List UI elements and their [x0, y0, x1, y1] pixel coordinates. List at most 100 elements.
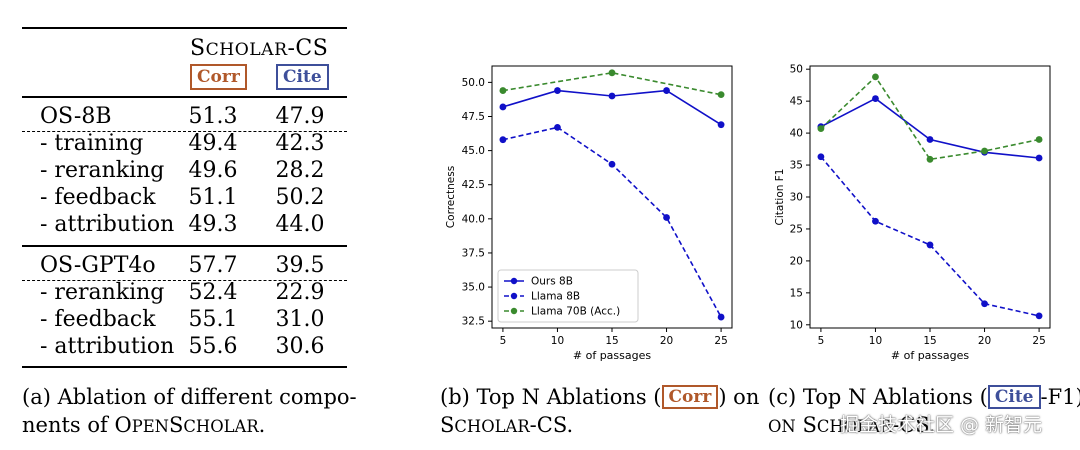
data-point	[663, 87, 670, 94]
legend-box	[497, 269, 639, 323]
watermark: 掘金技术社区 @ 新智元	[840, 414, 1043, 436]
caption-c-line2: ON SCHOLAR-CS.	[768, 413, 936, 437]
data-point	[554, 124, 561, 131]
row-cite: 47.9	[275, 104, 325, 129]
x-tick-label: 10	[869, 335, 882, 347]
series-line	[502, 71, 722, 96]
row-label: - feedback	[40, 185, 156, 210]
y-tick-label: 25	[790, 223, 803, 235]
row-corr: 52.4	[188, 280, 238, 305]
row-label: - training	[40, 131, 144, 156]
table-header-rule	[22, 96, 347, 98]
data-point	[499, 87, 507, 94]
data-point	[872, 95, 879, 102]
table-bottom-rule	[22, 366, 347, 368]
y-tick-label: 42.5	[462, 179, 485, 191]
series-line	[820, 156, 1040, 317]
correctness-chart: 5 10 15 20 25 32.5 35.0 37.5 40.0 42.5 45.0 47.5 50.…	[445, 65, 733, 362]
data-point	[817, 125, 825, 133]
legend-label: Ours 8B	[531, 276, 573, 288]
caption-c: (c) Top N Ablations (Cite -F1) ON SCHOLAR…	[768, 383, 1080, 441]
y-tick-label: 45.0	[462, 145, 485, 157]
caption-c-post: -F1)	[1040, 385, 1080, 409]
y-tick-label: 50	[790, 64, 803, 76]
y-axis-label: Citation F1	[774, 169, 786, 226]
table-dashed-divider	[22, 280, 347, 281]
legend-marker	[510, 307, 518, 315]
series-line	[820, 75, 1040, 161]
data-point	[717, 313, 725, 321]
citation-f1-chart: 5 10 15 20 25 10 15 20 25 30 35 40 45 50 # of passages…	[774, 64, 1051, 362]
caption-a-post: .	[258, 413, 266, 437]
y-tick-label: 50.0	[462, 77, 485, 89]
row-corr: 49.6	[188, 158, 238, 183]
data-point	[926, 136, 934, 143]
x-tick-label: 15	[605, 335, 618, 347]
cite-badge: Cite	[276, 64, 329, 90]
data-point	[608, 92, 616, 100]
row-label: - reranking	[40, 158, 165, 183]
legend-label: Llama 70B (Acc.)	[531, 306, 620, 318]
table-mid-rule	[22, 245, 347, 247]
row-corr: 57.7	[188, 253, 238, 278]
row-label: OS-8B	[40, 104, 112, 129]
y-tick-label: 47.5	[462, 111, 485, 123]
row-cite: 39.5	[275, 253, 325, 278]
table-top-rule	[22, 27, 347, 29]
y-tick-label: 32.5	[462, 316, 485, 328]
legend-label: Llama 8B	[531, 291, 580, 303]
y-tick-label: 10	[790, 319, 803, 331]
row-corr: 51.3	[188, 104, 238, 129]
data-point	[872, 217, 879, 225]
row-corr: 51.1	[188, 185, 238, 210]
data-point	[1035, 154, 1043, 162]
data-point	[926, 155, 934, 163]
table-dashed-divider	[22, 131, 347, 132]
caption-a-line2: nents of OPENSCHOLAR.	[22, 411, 357, 441]
caption-c-badge: Cite	[987, 385, 1041, 409]
y-tick-label: 35.0	[462, 282, 485, 294]
data-point	[926, 241, 934, 249]
caption-b-pre: (b) Top N Ablations (	[440, 385, 662, 409]
y-tick-label: 35	[790, 160, 803, 172]
data-point	[872, 73, 879, 81]
y-axis-label: Correctness	[445, 166, 457, 228]
row-cite: 28.2	[275, 158, 325, 183]
row-label: - attribution	[40, 212, 175, 237]
row-cite: 42.3	[275, 131, 325, 156]
row-corr: 49.3	[188, 212, 238, 237]
x-tick-label: 25	[1032, 335, 1045, 347]
row-label: - attribution	[40, 334, 175, 359]
row-corr: 55.1	[188, 307, 238, 332]
x-tick-label: 5	[818, 335, 825, 347]
caption-c-pre: (c) Top N Ablations (	[768, 385, 988, 409]
x-axis-label: # of passages	[891, 349, 969, 362]
data-point	[499, 103, 507, 111]
y-tick-label: 30	[790, 192, 803, 204]
y-tick-label: 40	[790, 128, 803, 140]
x-tick-label: 15	[923, 335, 936, 347]
row-cite: 50.2	[275, 185, 325, 210]
y-tick-label: 15	[790, 287, 803, 299]
data-point	[608, 69, 616, 77]
data-point	[1035, 136, 1043, 143]
y-tick-label: 37.5	[462, 247, 485, 259]
data-point	[817, 153, 825, 161]
data-point	[499, 136, 507, 144]
row-label: - feedback	[40, 307, 156, 332]
y-tick-label: 20	[790, 255, 803, 267]
table-header: SCHOLAR-CS	[190, 36, 328, 63]
caption-b-post: ) on	[718, 385, 760, 409]
table-header-label: SCHOLAR-CS	[190, 36, 329, 61]
row-corr: 49.4	[188, 131, 238, 156]
caption-a-pre: nents of	[22, 413, 115, 437]
x-tick-label: 20	[978, 335, 991, 347]
y-tick-label: 45	[790, 96, 803, 108]
data-point	[554, 87, 561, 94]
y-tick-label: 40.0	[462, 213, 485, 225]
corr-badge: Corr	[190, 64, 247, 90]
row-cite: 31.0	[275, 307, 325, 332]
data-point	[717, 91, 725, 99]
row-label: - reranking	[40, 280, 165, 305]
data-point	[608, 160, 616, 168]
